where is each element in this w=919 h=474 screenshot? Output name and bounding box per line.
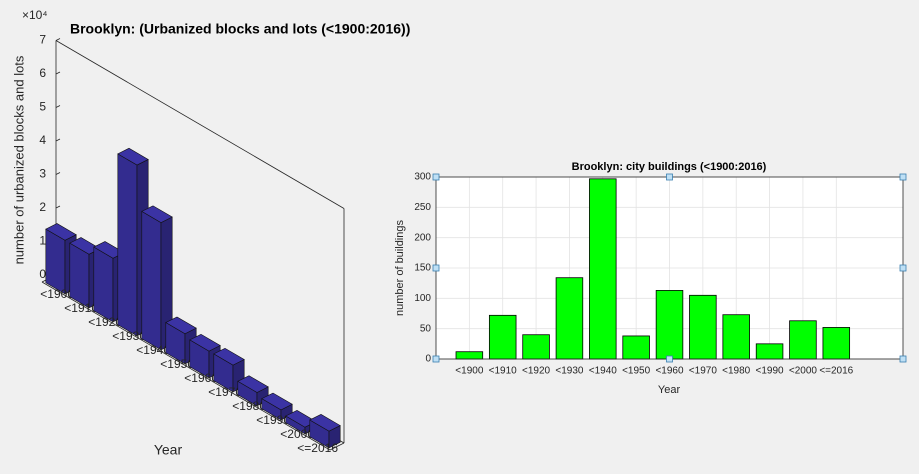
bar [689, 294, 717, 360]
axis-line [55, 40, 345, 209]
bar [141, 205, 173, 351]
x-tick-label: <1960 [184, 371, 218, 385]
chart-title: Brooklyn: (Urbanized blocks and lots (<1… [70, 21, 410, 37]
y-tick [55, 38, 61, 41]
x-tick-label: <1990 [756, 366, 785, 377]
y-tick-label: 4 [39, 133, 46, 147]
x-tick-label: <1970 [208, 385, 242, 399]
y-tick [55, 105, 61, 108]
x-tick-label: <1940 [136, 343, 170, 357]
x-axis-label: Year [658, 384, 681, 396]
x-tick-label: <1900 [455, 366, 484, 377]
bar [261, 392, 293, 421]
bar-front [93, 246, 114, 323]
bar-top [309, 414, 341, 432]
x-tick-label: <1990 [256, 413, 290, 427]
y-tick-label: 7 [39, 33, 46, 47]
bar [789, 320, 817, 360]
x-tick-label: <1940 [589, 366, 618, 377]
bar [755, 343, 784, 360]
bar [555, 277, 584, 360]
bar-top [141, 205, 173, 223]
chart-title: Brooklyn: city buildings (<1900:2016) [572, 161, 767, 173]
y-exponent: ×10⁴ [22, 8, 48, 22]
bar-top [165, 316, 197, 335]
x-tick-label: <1970 [689, 366, 718, 377]
y-tick-label: 0 [39, 267, 46, 281]
bar-top [237, 375, 269, 393]
bar [455, 351, 484, 360]
y-tick [55, 205, 61, 209]
x-tick-label: <1930 [555, 366, 584, 377]
y-tick-label: 50 [420, 323, 432, 334]
x-tick-label: <2000 [280, 427, 314, 441]
x-tick-label: <1950 [160, 357, 194, 371]
x-tick-label: <=2016 [819, 366, 853, 377]
selection-handle [666, 355, 673, 363]
y-tick-label: 2 [39, 200, 46, 214]
y-tick-label: 200 [414, 232, 431, 243]
x-tick-label: <=2016 [297, 441, 338, 455]
x-tick-label: <2000 [789, 366, 818, 377]
y-tick-label: 3 [39, 167, 46, 181]
y-axis-label: number of buildings [394, 220, 406, 317]
bar-top [213, 347, 245, 366]
bar-top [261, 392, 293, 411]
y-tick-label: 0 [425, 354, 431, 365]
selection-handle [899, 264, 907, 272]
y-axis-label: number of urbanized blocks and lots [11, 55, 26, 264]
bar [213, 347, 245, 393]
x-tick-label: <1980 [232, 399, 266, 413]
bar [589, 178, 617, 360]
y-tick [55, 71, 61, 75]
y-tick-label: 100 [414, 293, 431, 304]
selection-handle [432, 264, 440, 272]
x-tick-label: <1900 [40, 287, 74, 301]
bar [722, 314, 750, 360]
y-tick-label: 5 [39, 100, 46, 114]
y-tick [55, 172, 61, 175]
x-tick-label: <1910 [489, 366, 518, 377]
axis-line [41, 281, 331, 451]
bar [488, 314, 517, 360]
selection-handle [899, 173, 907, 181]
x-tick-label: <1930 [112, 329, 146, 343]
bar [622, 335, 650, 360]
selection-handle [432, 173, 440, 181]
x-axis-label: Year [154, 442, 183, 458]
x-tick-label: <1920 [522, 366, 551, 377]
x-tick-label: <1920 [88, 315, 122, 329]
axis-line [329, 442, 345, 451]
bar [522, 334, 550, 360]
y-tick-label: 1 [39, 234, 46, 248]
y-tick [55, 138, 61, 142]
selection-handle [899, 355, 907, 363]
bar-top [45, 223, 77, 241]
bar [822, 327, 851, 360]
bar-front [117, 153, 138, 337]
y-tick-label: 300 [414, 172, 431, 183]
bar [309, 414, 341, 449]
x-tick-label: <1910 [64, 301, 98, 315]
bar-front [141, 210, 162, 351]
x-tick-label: <1960 [655, 366, 684, 377]
bar [655, 290, 684, 360]
x-tick-label: <1950 [622, 366, 651, 377]
y-tick-label: 150 [414, 263, 431, 274]
y-tick-label: 6 [39, 66, 46, 80]
y-tick-label: 250 [414, 202, 431, 213]
x-tick-label: <1980 [722, 366, 751, 377]
bar-top [117, 147, 149, 166]
bar-top [189, 333, 221, 352]
selection-handle [432, 355, 440, 363]
selection-handle [666, 173, 673, 181]
